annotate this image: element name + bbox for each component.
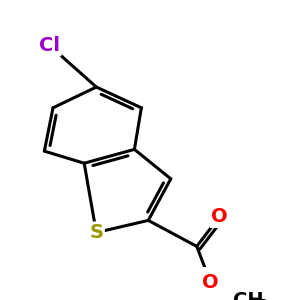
Text: S: S	[89, 223, 103, 242]
Text: O: O	[202, 273, 219, 292]
Text: Cl: Cl	[39, 36, 60, 55]
Text: CH: CH	[233, 291, 264, 300]
Text: O: O	[211, 207, 228, 226]
Text: 3: 3	[258, 299, 268, 300]
